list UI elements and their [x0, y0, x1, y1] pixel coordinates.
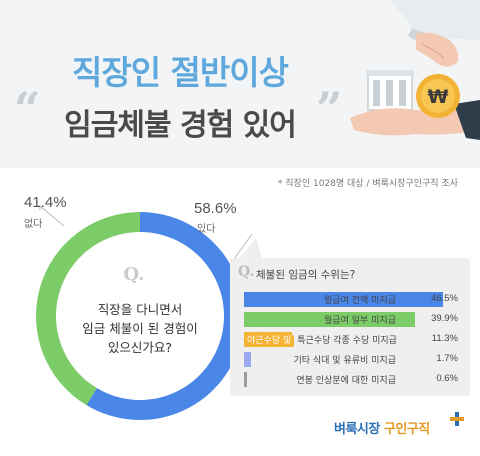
question-q-mark: Q.: [123, 264, 145, 285]
bar-label: 월급여 일부 미지급: [244, 313, 396, 326]
headline-line1: 직장인 절반이상: [71, 53, 289, 92]
headline-line2: 임금체불 경험 있어: [64, 108, 297, 143]
bar-fill: [244, 292, 444, 307]
bar-row: 야근수당 및 특근수당 각종 수당 미지급 11.3%: [244, 332, 466, 347]
question-text: 직장을 다니면서 임금 체불이 된 경험이 있으신가요?: [70, 300, 210, 357]
yes-leader-line: [231, 233, 253, 263]
question-line1: 직장을 다니면서: [97, 302, 183, 317]
bar-label: 연봉 인상분에 대한 미지급: [244, 373, 396, 386]
donut-slice-0: [86, 212, 244, 420]
bar-value-label: 1.7%: [436, 353, 458, 364]
hand-building-coin-icon: ₩: [350, 0, 480, 140]
source-note: * 직장인 1028명 대상 / 벼룩시장구인구직 조사: [277, 179, 458, 189]
quote-open-mark: “: [14, 82, 41, 136]
bar-label-text: 기타 식대 및 유류비 미지급: [293, 356, 396, 366]
bar-row: 기타 식대 및 유류비 미지급 1.7%: [244, 352, 466, 367]
bar-value-label: 11.3%: [431, 333, 458, 344]
bar-label: 야근수당 및 특근수당 각종 수당 미지급: [244, 333, 397, 347]
logo-part1: 벼룩시장: [334, 422, 380, 437]
sub-chart-title: 체불된 임금의 수위는?: [256, 269, 356, 281]
no-leader-line: [39, 204, 65, 227]
bar-fill: [244, 312, 415, 327]
donut-hole: [57, 233, 223, 399]
logo-plus-icon: [450, 412, 464, 426]
bar-label-tag: 야근수당 및: [244, 335, 295, 347]
bar-value-label: 39.9%: [431, 313, 458, 324]
yes-percentage-label: 58.6%: [194, 200, 237, 217]
bar-fill: [244, 372, 247, 387]
question-line2: 임금 체불이 된 경험이: [82, 321, 198, 336]
svg-text:₩: ₩: [428, 86, 449, 108]
bar-row: 연봉 인상분에 대한 미지급 0.6%: [244, 372, 466, 387]
bar-label-text: 연봉 인상분에 대한 미지급: [296, 376, 396, 386]
bar-value-label: 46.5%: [431, 293, 458, 304]
yes-category-label: 있다: [197, 224, 216, 235]
bar-label-text: 특근수당 각종 수당 미지급: [297, 336, 397, 346]
donut-chart: 41.4% 없다 58.6% 있다 Q. 직장을 다니면서 임금 체불이 된 경…: [0, 168, 480, 456]
donut-slice-1: [35, 212, 141, 406]
bar-row: 월급여 일부 미지급 39.9%: [244, 312, 466, 327]
sub-chart-panel: Q. 체불된 임금의 수위는? 월급여 전액 미지급 46.5% 월급여 일부 미지…: [230, 258, 470, 396]
no-percentage-label: 41.4%: [24, 194, 67, 211]
no-category-label: 없다: [24, 219, 43, 230]
bar-value-label: 0.6%: [436, 373, 458, 384]
quote-close-mark: ”: [316, 82, 343, 136]
donut-svg: [35, 204, 262, 420]
question-line3: 있으신가요?: [107, 340, 173, 355]
bar-fill: [244, 352, 252, 367]
bar-label: 기타 식대 및 유류비 미지급: [244, 353, 396, 366]
callout-pointer: [240, 238, 262, 258]
logo-part2: 구인구직: [383, 422, 430, 437]
bar-label-text: 월급여 일부 미지급: [324, 316, 396, 326]
brand-logo: 벼룩시장 구인구직: [334, 418, 430, 437]
bar-label-text: 월급여 전액 미지급: [324, 296, 396, 306]
header-band: 직장인 절반이상 “ 임금체불 경험 있어 ” ₩: [0, 0, 480, 168]
bar-row: 월급여 전액 미지급 46.5%: [244, 292, 466, 307]
sub-chart-q-mark: Q.: [238, 264, 255, 280]
bar-label: 월급여 전액 미지급: [244, 293, 396, 306]
